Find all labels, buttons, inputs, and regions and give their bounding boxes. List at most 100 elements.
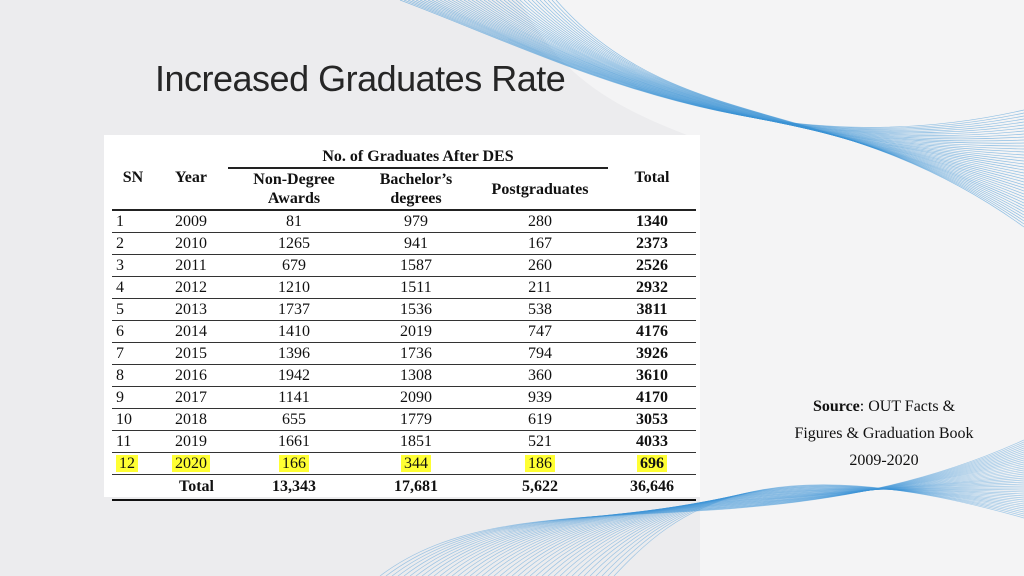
table-cell: 280 — [472, 210, 608, 233]
table-body: 1 2009 81 979 280 1340 2 2010 1265 941 167 2373 3 201… — [112, 210, 696, 501]
wave-line — [535, 488, 1024, 576]
wave-line — [415, 451, 1024, 576]
group-header: No. of Graduates After DES — [228, 147, 608, 169]
table-cell: 211 — [472, 276, 608, 299]
table-cell: 1942 — [228, 364, 360, 387]
cell-text: 2932 — [636, 278, 668, 296]
cell-text: 1737 — [278, 300, 310, 318]
cell-text: 2010 — [175, 234, 207, 252]
table-cell: 3053 — [608, 408, 696, 431]
wave-line — [421, 453, 1024, 576]
wave-line — [397, 445, 1024, 576]
cell-text: 1536 — [400, 300, 432, 318]
cell-text: 3926 — [636, 344, 668, 362]
table-cell: 521 — [472, 430, 608, 453]
table-cell: 8 — [112, 364, 154, 387]
source-text: : OUT Facts & Figures & Graduation Book … — [794, 398, 974, 469]
cell-text: 81 — [286, 212, 302, 230]
wave-line — [475, 471, 1024, 576]
table-cell: 1265 — [228, 232, 360, 255]
cell-text: 1265 — [278, 234, 310, 252]
table-cell: 939 — [472, 386, 608, 409]
table-row: 3 2011 679 1587 260 2526 — [112, 254, 696, 277]
wave-line — [499, 479, 1024, 576]
table-cell: 1410 — [228, 320, 360, 343]
slide-title: Increased Graduates Rate — [155, 58, 566, 99]
table-cell: 1779 — [360, 408, 472, 431]
table-row: 5 2013 1737 1536 538 3811 — [112, 298, 696, 321]
cell-text: 344 — [401, 454, 431, 472]
cell-text: 12 — [116, 454, 138, 472]
cell-text: 280 — [528, 212, 552, 230]
cell-text: 1942 — [278, 366, 310, 384]
cell-text: 1661 — [278, 432, 310, 450]
table-cell: 10 — [112, 408, 154, 431]
wave-line — [595, 485, 1024, 576]
cell-text: 794 — [528, 344, 552, 362]
cell-text: 538 — [528, 300, 552, 318]
cell-text: 2017 — [175, 388, 207, 406]
cell-text: 9 — [116, 388, 124, 406]
cell-text: 186 — [525, 454, 555, 472]
table-cell: 1308 — [360, 364, 472, 387]
wave-line — [517, 485, 1024, 576]
table-cell: 1511 — [360, 276, 472, 299]
cell-text: 2009 — [175, 212, 207, 230]
column-header: Non-Degree Awards — [228, 168, 360, 211]
table-cell: 2015 — [154, 342, 228, 365]
table-cell: 3 — [112, 254, 154, 277]
wave-line — [505, 481, 1024, 576]
table-cell: 4033 — [608, 430, 696, 453]
cell-text: 211 — [528, 278, 552, 296]
table-cell: 3926 — [608, 342, 696, 365]
table-cell: 3811 — [608, 298, 696, 321]
table-cell: 2 — [112, 232, 154, 255]
wave-line — [403, 447, 1024, 576]
wave-line — [379, 439, 1024, 576]
table-cell: 12 — [112, 452, 154, 475]
cell-text: 4170 — [636, 388, 668, 406]
cell-text: 1 — [116, 212, 124, 230]
wave-line — [385, 441, 1024, 576]
table-cell: 81 — [228, 210, 360, 233]
table-cell: 655 — [228, 408, 360, 431]
cell-text: 6 — [116, 322, 124, 340]
table-cell: 360 — [472, 364, 608, 387]
table-cell: 2010 — [154, 232, 228, 255]
table-cell: 1 — [112, 210, 154, 233]
wave-line — [571, 487, 1024, 576]
table-cell: 2020 — [154, 452, 228, 475]
source-note: Source: OUT Facts & Figures & Graduation… — [790, 393, 978, 474]
table-cell: 186 — [472, 452, 608, 475]
wave-line — [481, 473, 1024, 576]
wave-line — [583, 486, 1024, 576]
column-header: Year — [154, 147, 228, 211]
table-row: 2 2010 1265 941 167 2373 — [112, 232, 696, 255]
cell-text: 2014 — [175, 322, 207, 340]
cell-text: 1340 — [636, 212, 668, 230]
cell-text: 979 — [404, 212, 428, 230]
table-cell: 1661 — [228, 430, 360, 453]
table-row: 7 2015 1396 1736 794 3926 — [112, 342, 696, 365]
table-cell: 4176 — [608, 320, 696, 343]
column-header: Bachelor’s degrees — [360, 168, 472, 211]
table-cell: 2014 — [154, 320, 228, 343]
table-cell: 2090 — [360, 386, 472, 409]
wave-line — [451, 463, 1024, 576]
cell-text: 10 — [116, 410, 132, 428]
cell-text: 1851 — [400, 432, 432, 450]
table-cell: 4 — [112, 276, 154, 299]
cell-text: 747 — [528, 322, 552, 340]
cell-text: 1141 — [278, 388, 310, 406]
table-cell: 2373 — [608, 232, 696, 255]
cell-text: 3 — [116, 256, 124, 274]
wave-line — [577, 487, 1024, 576]
wave-line — [607, 484, 1024, 576]
wave-line — [487, 475, 1024, 576]
wave-line — [601, 485, 1024, 576]
table-cell: 2019 — [154, 430, 228, 453]
table-row: 9 2017 1141 2090 939 4170 — [112, 386, 696, 409]
table-cell: 2932 — [608, 276, 696, 299]
cell-text: 3610 — [636, 366, 668, 384]
table-row: 1 2009 81 979 280 1340 — [112, 210, 696, 233]
